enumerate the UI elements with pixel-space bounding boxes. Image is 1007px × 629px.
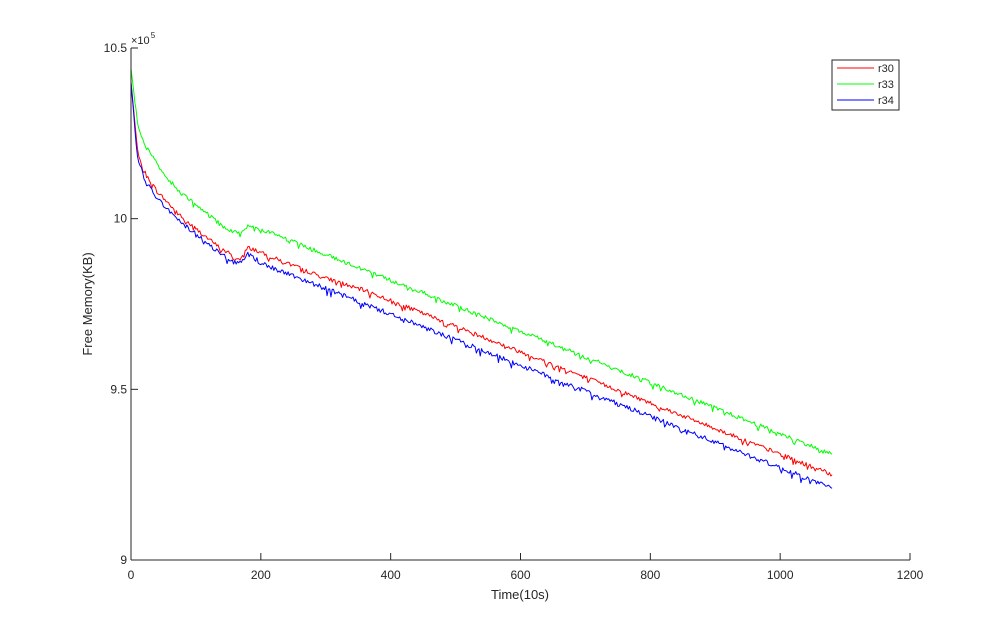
series-line-r30 bbox=[130, 82, 833, 477]
series-line-r33 bbox=[130, 68, 833, 455]
legend-label-r30: r30 bbox=[878, 63, 894, 75]
x-tick-label: 200 bbox=[251, 568, 271, 582]
y-axis-scale-base: ×10 bbox=[131, 35, 150, 47]
series-line-r34 bbox=[130, 82, 833, 489]
y-tick-label: 10.5 bbox=[104, 41, 128, 55]
y-tick-label: 9 bbox=[120, 553, 127, 567]
x-tick-label: 1200 bbox=[897, 568, 924, 582]
y-axis-label: Free Memory(KB) bbox=[80, 252, 95, 355]
x-tick-label: 600 bbox=[510, 568, 530, 582]
y-tick-label: 10 bbox=[114, 212, 128, 226]
x-tick-label: 1000 bbox=[767, 568, 794, 582]
legend-label-r33: r33 bbox=[878, 79, 894, 91]
plot-area bbox=[131, 48, 910, 560]
y-tick-label: 9.5 bbox=[110, 382, 127, 396]
legend-label-r34: r34 bbox=[878, 95, 894, 107]
x-axis-label: Time(10s) bbox=[491, 587, 549, 602]
x-tick-label: 800 bbox=[640, 568, 660, 582]
x-tick-label: 0 bbox=[128, 568, 135, 582]
legend: r30 r33 r34 bbox=[831, 59, 900, 111]
series-layer bbox=[130, 68, 833, 489]
x-tick-label: 400 bbox=[381, 568, 401, 582]
y-axis-scale-exponent: 5 bbox=[151, 31, 156, 40]
ticks-layer: 0 200 400 600 800 1000 1200 9 9.5 10 10.5 bbox=[104, 41, 924, 582]
